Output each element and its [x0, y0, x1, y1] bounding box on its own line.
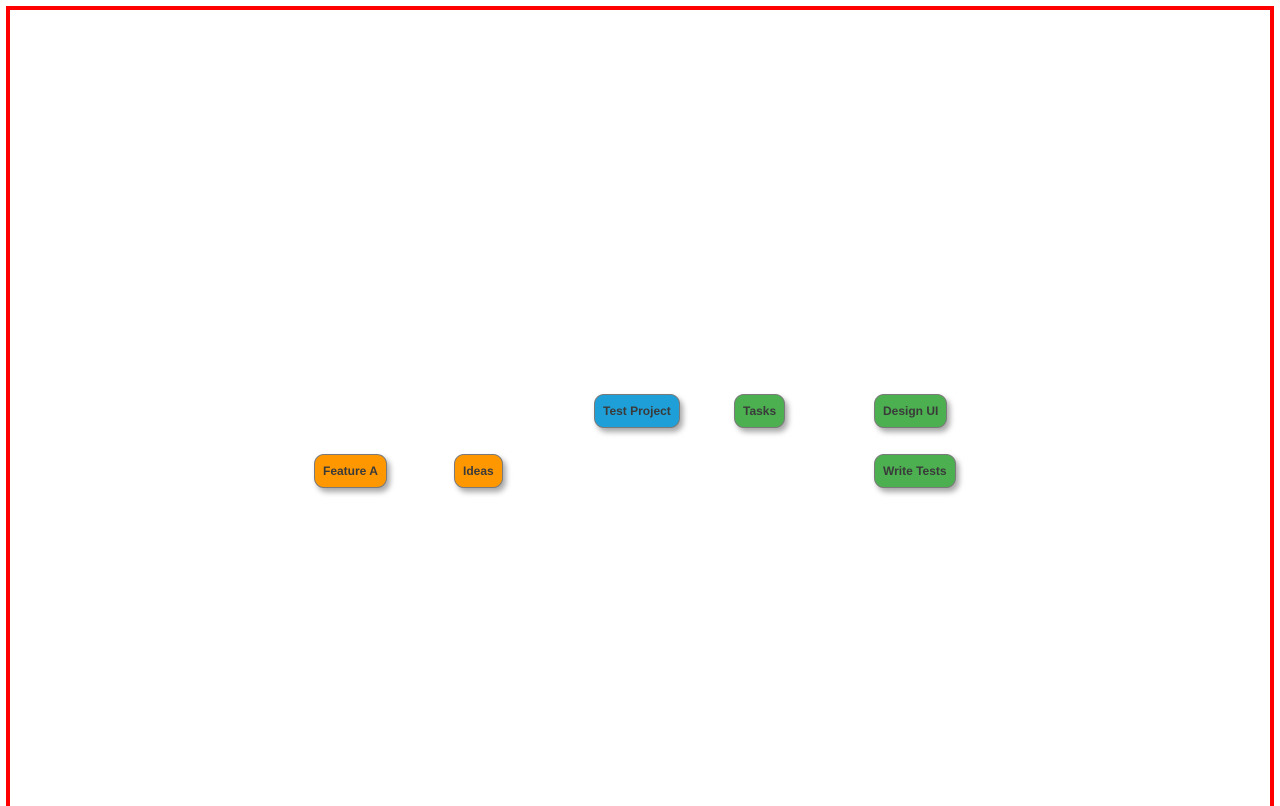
mindmap-node-write-tests[interactable]: Write Tests — [874, 454, 956, 488]
mindmap-node-ideas[interactable]: Ideas — [454, 454, 503, 488]
mindmap-canvas[interactable]: Test Project Tasks Design UI Write Tests… — [6, 6, 1274, 806]
mindmap-node-design-ui[interactable]: Design UI — [874, 394, 948, 428]
mindmap-node-test-project[interactable]: Test Project — [594, 394, 680, 428]
mindmap-node-tasks[interactable]: Tasks — [734, 394, 786, 428]
mindmap-node-feature-a[interactable]: Feature A — [314, 454, 387, 488]
